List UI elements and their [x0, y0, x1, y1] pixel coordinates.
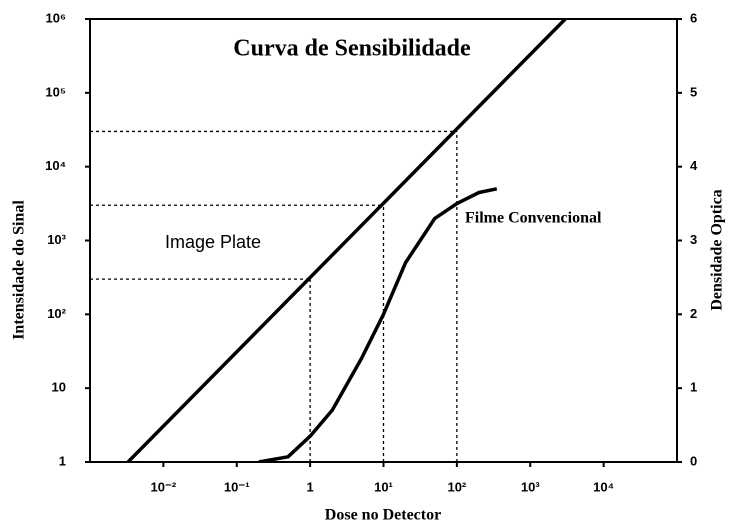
x-tick-label: 10⁻¹ [224, 479, 250, 494]
y-tick-label: 10³ [47, 232, 66, 247]
y2-tick-label: 6 [690, 10, 697, 25]
y-tick-label: 10 [52, 380, 66, 395]
y2-tick-label: 0 [690, 453, 697, 468]
series-annotation: Image Plate [165, 232, 261, 252]
x-tick-label: 10² [447, 479, 466, 494]
series-line [258, 187, 498, 462]
y2-tick-label: 5 [690, 84, 697, 99]
x-tick-label: 10⁻² [151, 479, 177, 494]
series-annotation: Filme Convencional [465, 210, 602, 227]
x-axis-label: Dose no Detector [325, 507, 441, 524]
y-tick-label: 10⁴ [45, 158, 66, 173]
y2-tick-label: 2 [690, 306, 697, 321]
series-line [126, 19, 567, 462]
chart-title: Curva de Sensibilidade [233, 36, 471, 62]
x-tick-label: 10⁴ [593, 479, 614, 494]
y2-tick-label: 1 [690, 380, 697, 395]
y-tick-label: 1 [59, 453, 66, 468]
x-tick-label: 10³ [521, 479, 540, 494]
y-tick-label: 10⁵ [45, 84, 66, 99]
x-tick-label: 10¹ [374, 479, 393, 494]
y-tick-label: 10⁶ [46, 10, 66, 25]
y-tick-label: 10² [47, 306, 66, 321]
y2-axis-label: Densidade Optica [709, 189, 726, 310]
y2-tick-label: 4 [690, 158, 698, 173]
x-tick-label: 1 [307, 479, 314, 494]
y2-tick-label: 3 [690, 232, 697, 247]
y-axis-label: Intensidade do Sinal [11, 200, 28, 340]
